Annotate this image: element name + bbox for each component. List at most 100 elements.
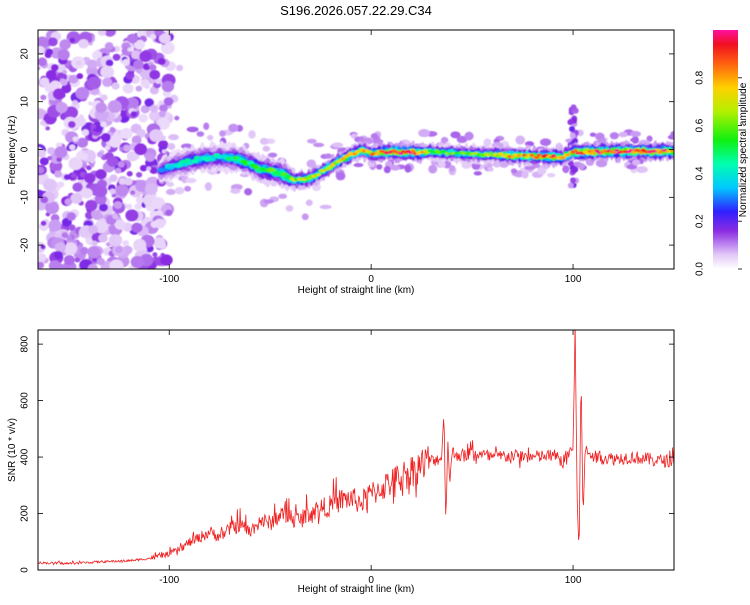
x-tick-label: 100 bbox=[565, 575, 582, 586]
noise-blob bbox=[69, 144, 76, 151]
snr-series-line bbox=[38, 330, 674, 566]
noise-blob bbox=[88, 224, 99, 234]
noise-blob bbox=[40, 94, 47, 101]
noise-blob bbox=[39, 77, 50, 87]
snr-x-label: Height of straight line (km) bbox=[298, 584, 415, 595]
noise-blob bbox=[180, 143, 193, 150]
noise-blob bbox=[140, 78, 150, 88]
colorbar-tick-label: 0.4 bbox=[695, 166, 706, 180]
noise-blob bbox=[122, 58, 131, 66]
noise-blob bbox=[324, 153, 333, 159]
noise-blob bbox=[450, 131, 461, 139]
noise-blob bbox=[133, 59, 144, 70]
spike-blob bbox=[570, 177, 577, 184]
noise-blob bbox=[174, 115, 180, 121]
spike-blob bbox=[567, 182, 574, 189]
noise-blob bbox=[48, 219, 62, 232]
colorbar-label: Normalized spectral amplitude bbox=[738, 82, 749, 217]
spectrogram-x-axis: -100 0 100 bbox=[159, 30, 582, 285]
noise-blob bbox=[84, 172, 96, 184]
noise-blob bbox=[87, 76, 102, 90]
noise-blob bbox=[166, 181, 174, 187]
noise-blob bbox=[126, 151, 139, 162]
noise-blob bbox=[278, 193, 288, 199]
noise-blob bbox=[40, 244, 46, 250]
noise-blob bbox=[130, 111, 137, 117]
spike-blob bbox=[567, 119, 574, 126]
y-tick-label: 10 bbox=[20, 96, 31, 108]
spectrogram-y-label: Frequency (Hz) bbox=[7, 116, 18, 185]
noise-blob bbox=[248, 130, 256, 139]
noise-blob bbox=[131, 135, 142, 145]
ridge-blob bbox=[488, 151, 494, 155]
noise-blob bbox=[125, 97, 139, 110]
noise-blob bbox=[114, 219, 126, 230]
noise-blob bbox=[100, 121, 107, 128]
noise-blob bbox=[144, 98, 154, 107]
noise-blob bbox=[72, 100, 79, 106]
noise-blob bbox=[104, 42, 114, 51]
noise-blob bbox=[149, 69, 161, 80]
noise-blob bbox=[40, 196, 49, 204]
noise-blob bbox=[62, 69, 68, 75]
noise-blob bbox=[53, 251, 63, 260]
y-tick-label: 0 bbox=[20, 146, 31, 152]
ridge-blob bbox=[495, 154, 501, 158]
noise-blob bbox=[126, 203, 133, 210]
noise-blob bbox=[135, 171, 143, 178]
noise-blob bbox=[139, 50, 152, 63]
noise-blob bbox=[108, 136, 122, 148]
noise-blob bbox=[376, 164, 383, 170]
noise-blob bbox=[161, 149, 167, 154]
ridge-blob bbox=[655, 148, 661, 152]
noise-blob bbox=[102, 77, 113, 87]
noise-blob bbox=[510, 168, 518, 174]
snr-y-axis: 0 200 400 600 800 bbox=[20, 335, 674, 573]
noise-blob bbox=[165, 209, 173, 217]
noise-blob bbox=[98, 233, 108, 243]
spectrogram-x-label: Height of straight line (km) bbox=[298, 285, 415, 296]
noise-blob bbox=[90, 123, 97, 130]
y-tick-label: -20 bbox=[20, 237, 31, 252]
y-tick-label: -10 bbox=[20, 190, 31, 205]
noise-blob bbox=[63, 174, 71, 180]
noise-blob bbox=[158, 110, 166, 118]
noise-blob bbox=[135, 196, 144, 204]
noise-blob bbox=[595, 159, 608, 168]
noise-blob bbox=[630, 138, 637, 143]
noise-blob bbox=[92, 257, 98, 262]
noise-blob bbox=[66, 235, 73, 241]
y-tick-label: 200 bbox=[20, 505, 31, 522]
noise-blob bbox=[57, 181, 65, 188]
noise-blob bbox=[609, 132, 619, 140]
spectrogram-y-axis: -20 -10 0 10 20 bbox=[20, 48, 674, 252]
noise-blob bbox=[262, 145, 271, 152]
noise-blob bbox=[100, 94, 108, 101]
ridge-blob bbox=[442, 150, 448, 154]
noise-blob bbox=[115, 246, 123, 254]
noise-blob bbox=[206, 134, 214, 141]
noise-blob bbox=[109, 127, 116, 133]
noise-blob bbox=[57, 49, 70, 61]
ridge-blob bbox=[410, 149, 416, 153]
noise-blob bbox=[629, 130, 642, 138]
noise-blob bbox=[107, 100, 122, 113]
noise-blob bbox=[464, 131, 474, 141]
noise-blob bbox=[40, 220, 47, 226]
noise-blob bbox=[539, 138, 552, 147]
noise-blob bbox=[47, 155, 52, 161]
noise-blob bbox=[562, 165, 570, 174]
ridge-blob bbox=[590, 151, 595, 155]
noise-blob bbox=[81, 188, 93, 199]
noise-blob bbox=[104, 30, 116, 37]
noise-blob bbox=[158, 32, 171, 44]
noise-blob bbox=[219, 130, 226, 137]
noise-blob bbox=[160, 41, 175, 55]
ridge-blob bbox=[594, 149, 600, 153]
noise-blob bbox=[52, 88, 66, 100]
noise-blob bbox=[163, 97, 174, 106]
noise-blob bbox=[131, 50, 141, 60]
ridge-blob bbox=[338, 159, 343, 163]
